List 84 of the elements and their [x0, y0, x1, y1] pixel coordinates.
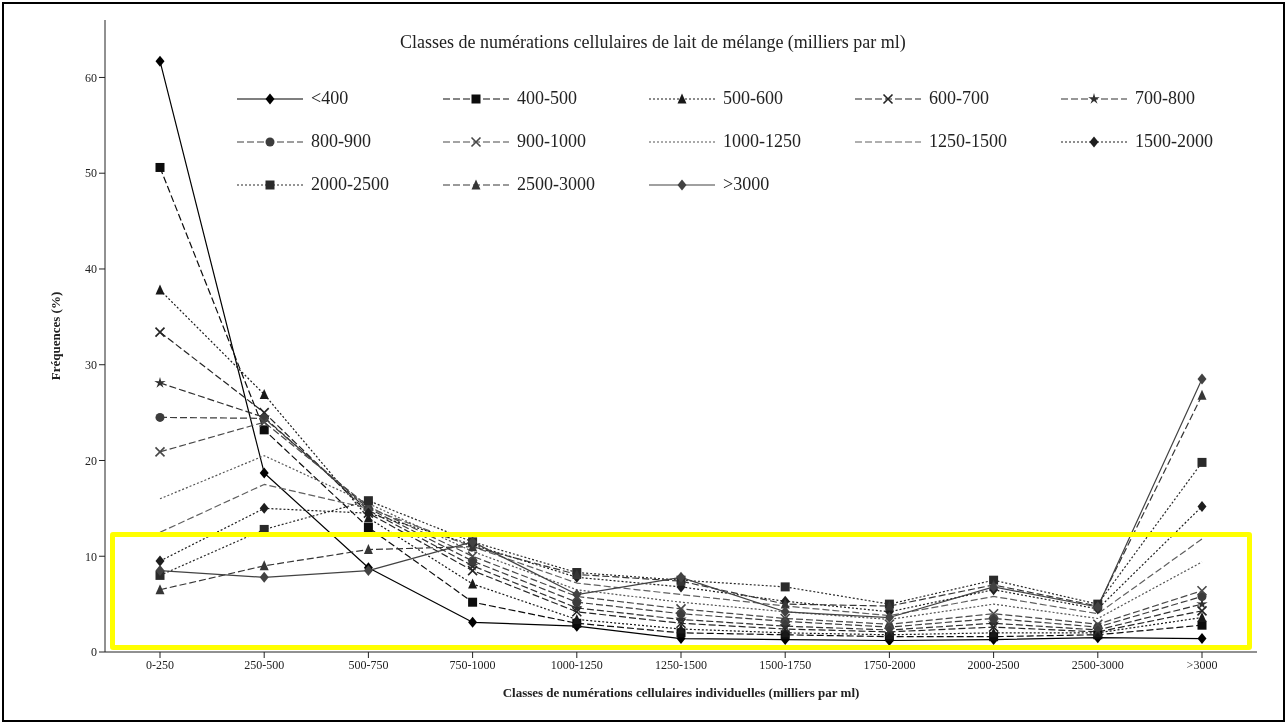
- x-tick-label: 2000-2500: [967, 657, 1020, 672]
- point: [259, 467, 269, 479]
- x-tick-label: >3000: [1186, 657, 1218, 672]
- point: [1197, 389, 1207, 400]
- point: [155, 584, 165, 595]
- legend-label: <400: [311, 88, 349, 109]
- point: [989, 627, 999, 638]
- x-tick-label: 1750-2000: [863, 657, 916, 672]
- y-axis-title: Fréquences (%): [47, 291, 63, 381]
- x-tick-label: 0-250: [146, 657, 174, 672]
- point: [468, 616, 478, 628]
- y-tick-label: 20: [85, 453, 97, 468]
- point: [154, 376, 166, 388]
- legend-label: 2500-3000: [517, 174, 595, 195]
- point: [155, 162, 165, 172]
- point: [259, 560, 269, 571]
- y-tick-label: 40: [85, 262, 97, 277]
- point: [779, 623, 791, 635]
- point: [1197, 620, 1207, 630]
- point: [988, 608, 999, 619]
- point: [780, 606, 790, 618]
- legend-label: 1000-1250: [723, 131, 801, 152]
- point: [572, 613, 582, 624]
- y-tick-label: 50: [85, 166, 97, 181]
- legend-label: 600-700: [929, 88, 989, 109]
- legend-label: 500-600: [723, 88, 783, 109]
- point: [1196, 605, 1208, 617]
- point: [155, 55, 165, 67]
- point: [258, 416, 270, 428]
- y-tick-label: 10: [85, 549, 97, 564]
- point: [884, 618, 895, 630]
- point: [988, 621, 999, 633]
- legend-label: 2000-2500: [311, 174, 389, 195]
- point: [884, 612, 894, 624]
- point: [468, 597, 478, 607]
- point: [1196, 585, 1208, 597]
- point: [467, 550, 478, 562]
- legend-label: 900-1000: [517, 131, 586, 152]
- legend-label: 1500-2000: [1135, 131, 1213, 152]
- x-tick-label: 500-750: [348, 657, 389, 672]
- point: [259, 502, 269, 514]
- point: [155, 284, 165, 295]
- y-tick-label: 60: [85, 70, 97, 85]
- point: [1197, 373, 1207, 385]
- point: [675, 617, 687, 629]
- point: [154, 326, 166, 338]
- legend-label: 400-500: [517, 88, 577, 109]
- x-tick-label: 2500-3000: [1071, 657, 1124, 672]
- x-axis-title: Classes de numérations cellulaires individuelles (milliers par ml): [502, 685, 860, 700]
- legend-label: >3000: [723, 174, 770, 195]
- point: [154, 446, 166, 458]
- x-tick-label: 1000-1250: [550, 657, 603, 672]
- point: [1092, 618, 1104, 630]
- point: [676, 571, 686, 583]
- text: Classes de numérations cellulaires de lait de mélange (milliers par ml): [400, 32, 907, 53]
- point: [258, 407, 270, 418]
- point: [259, 571, 269, 583]
- point: [259, 425, 269, 435]
- point: [155, 565, 165, 577]
- legend-label: 1250-1500: [929, 131, 1007, 152]
- point: [675, 603, 687, 615]
- x-tick-label: 250-500: [244, 657, 285, 672]
- point: [1197, 633, 1207, 645]
- point: [363, 496, 373, 506]
- point: [259, 388, 269, 399]
- point: [1197, 500, 1207, 512]
- y-tick-label: 30: [85, 357, 97, 372]
- point: [155, 555, 165, 567]
- point: [571, 606, 583, 618]
- point: [1197, 457, 1207, 467]
- point: [780, 582, 790, 592]
- x-tick-label: 1500-1750: [759, 657, 812, 672]
- point: [1197, 612, 1207, 623]
- point: [468, 578, 478, 589]
- point: [676, 623, 686, 634]
- point: [363, 523, 373, 533]
- point: [155, 412, 165, 422]
- legend-label: 800-900: [311, 131, 371, 152]
- x-tick-label: 750-1000: [449, 657, 496, 672]
- point: [363, 544, 373, 555]
- legend-label: 700-800: [1135, 88, 1195, 109]
- x-tick-label: 1250-1500: [655, 657, 707, 672]
- point: [467, 565, 478, 576]
- y-tick-label: 0: [91, 645, 97, 660]
